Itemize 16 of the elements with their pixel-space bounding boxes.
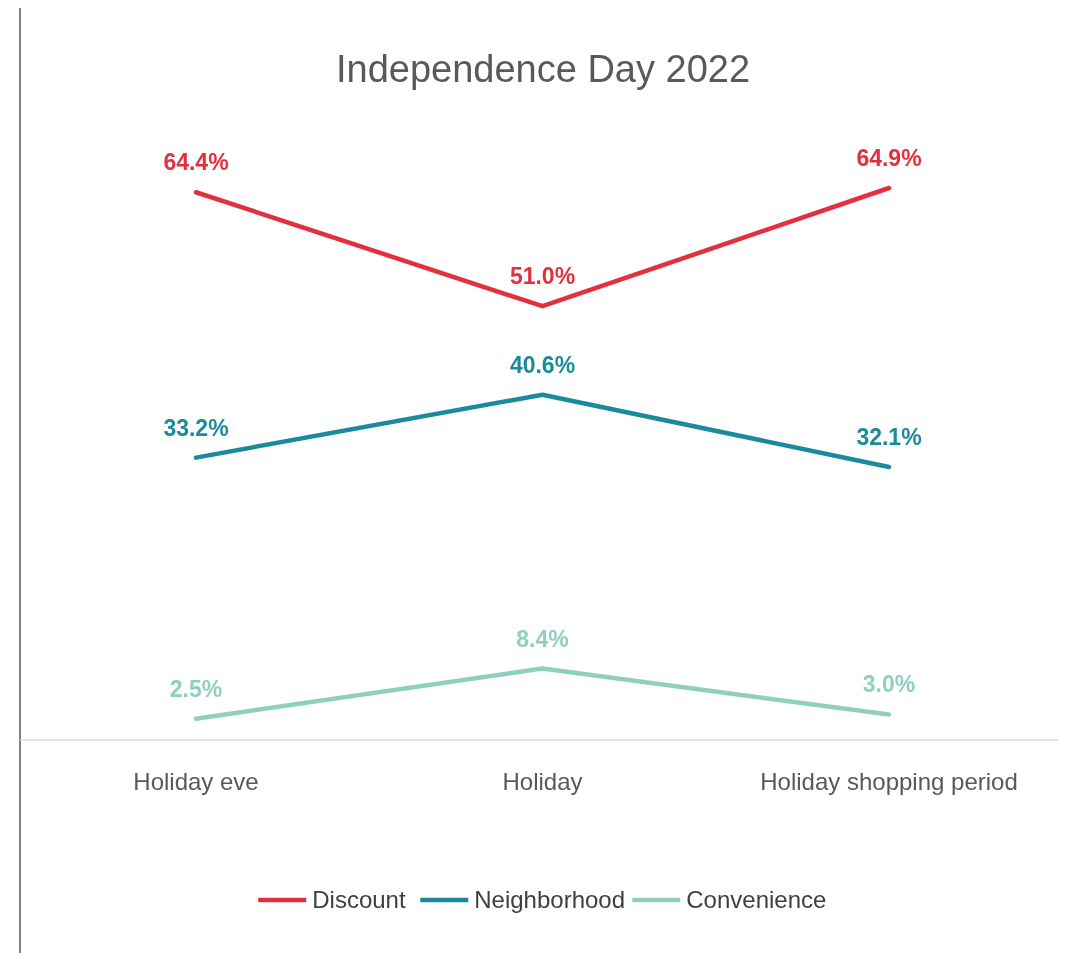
x-tick-label: Holiday: [502, 768, 583, 795]
data-label: 33.2%: [163, 414, 229, 441]
data-label: 8.4%: [516, 625, 569, 652]
legend-label: Convenience: [686, 886, 827, 913]
data-label: 3.0%: [862, 671, 916, 698]
x-tick-label: Holiday eve: [133, 768, 259, 795]
data-label: 2.5%: [169, 675, 223, 702]
data-label: 64.4%: [163, 149, 229, 176]
data-label: 32.1%: [856, 423, 922, 450]
data-label: 40.6%: [509, 351, 576, 378]
chart-title: Independence Day 2022: [335, 48, 751, 90]
legend-label: Discount: [312, 886, 406, 913]
data-label: 51.0%: [509, 263, 576, 290]
data-label: 64.9%: [856, 145, 922, 171]
x-tick-label: Holiday shopping period: [760, 768, 1018, 795]
legend-label: Neighborhood: [474, 886, 626, 913]
